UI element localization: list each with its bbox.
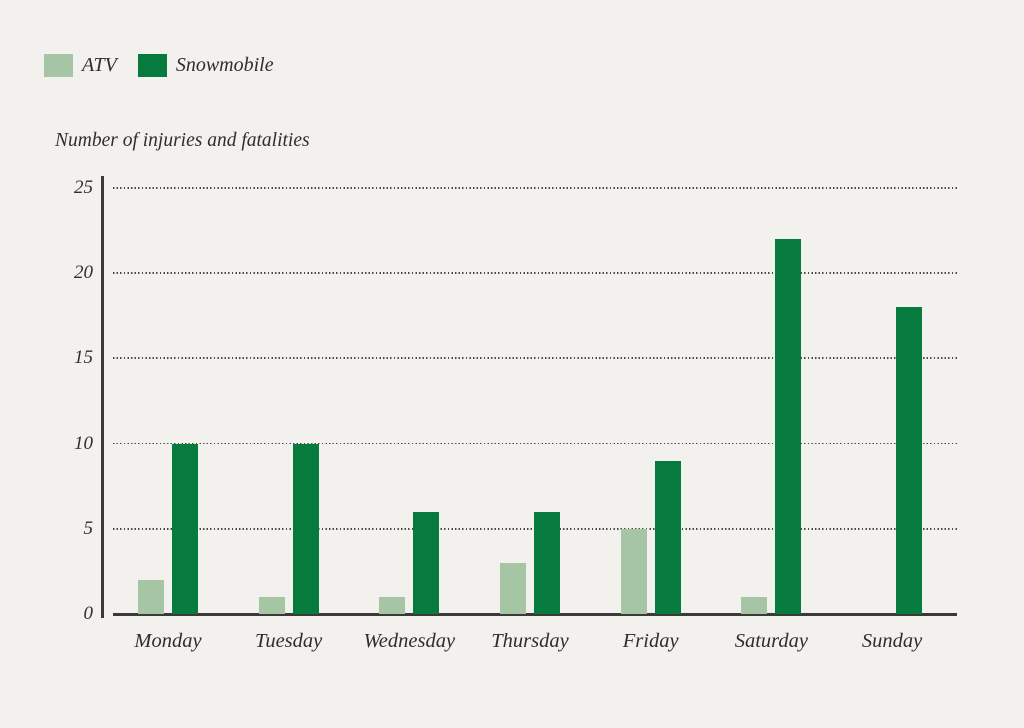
- bar-wednesday-atv: [379, 596, 406, 614]
- bar-wednesday-snowmobile: [413, 511, 440, 614]
- legend-label-snowmobile: Snowmobile: [175, 54, 274, 76]
- bar-thursday-atv: [500, 562, 526, 614]
- bar-tuesday-snowmobile: [292, 443, 319, 614]
- x-label-sunday: Sunday: [861, 630, 923, 652]
- legend-item-atv: ATV: [44, 54, 117, 77]
- snowmobile-color-swatch: [137, 54, 167, 77]
- bar-monday-atv: [138, 579, 164, 614]
- gridline-20: [113, 272, 957, 274]
- bar-thursday-snowmobile: [534, 511, 560, 614]
- x-label-friday: Friday: [622, 630, 679, 652]
- bar-tuesday-atv: [258, 596, 285, 614]
- bar-friday-snowmobile: [654, 460, 681, 614]
- gridline-25: [113, 187, 957, 189]
- y-tick-label-25: 25: [74, 177, 93, 198]
- gridline-15: [113, 357, 957, 360]
- bar-sunday-snowmobile: [896, 307, 922, 614]
- y-tick-label-15: 15: [74, 347, 93, 369]
- y-tick-label-10: 10: [74, 432, 93, 454]
- x-label-wednesday: Wednesday: [363, 630, 456, 652]
- y-axis-line: [101, 176, 104, 618]
- y-tick-label-20: 20: [74, 262, 93, 284]
- x-label-thursday: Thursday: [491, 630, 569, 652]
- y-tick-label-5: 5: [83, 517, 94, 539]
- bar-saturday-atv: [741, 596, 768, 614]
- x-label-monday: Monday: [134, 630, 202, 652]
- x-label-saturday: Saturday: [734, 630, 808, 652]
- y-tick-label-0: 0: [83, 603, 94, 624]
- gridline-10: [113, 442, 957, 445]
- chart-legend: ATV Snowmobile: [44, 54, 274, 77]
- x-label-tuesday: Tuesday: [255, 630, 323, 652]
- bar-monday-snowmobile: [172, 443, 198, 614]
- legend-item-snowmobile: Snowmobile: [137, 54, 274, 77]
- legend-label-atv: ATV: [82, 54, 117, 76]
- y-axis-title: Number of injuries and fatalities: [55, 130, 310, 151]
- bar-friday-atv: [620, 528, 647, 614]
- bar-saturday-snowmobile: [775, 239, 802, 614]
- x-axis-baseline: [113, 613, 957, 616]
- atv-color-swatch: [44, 54, 73, 77]
